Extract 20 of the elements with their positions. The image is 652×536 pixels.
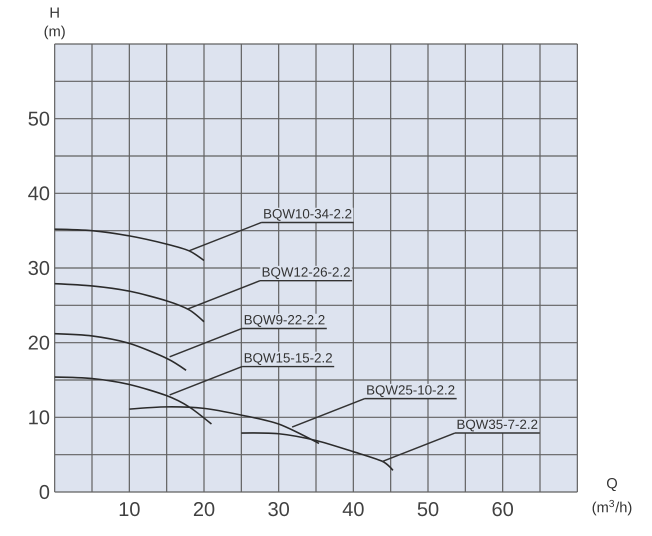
y-tick-label: 40 (28, 186, 50, 200)
annotation: BQW9-22-2.2 (244, 315, 325, 327)
x-tick-label: 40 (342, 502, 364, 516)
x-tick-label: 50 (418, 502, 438, 516)
x-tick-label: 30 (268, 502, 289, 516)
annotation: BQW12-26-2.2 (262, 267, 350, 280)
x-tick-label: 60 (492, 502, 513, 516)
y-tick-label: 0 (40, 484, 50, 500)
y-tick-label: 10 (29, 410, 50, 424)
x-axis-title: Q (m$^{3}$/h) (592, 478, 632, 516)
annotation: BQW15-15-2.2 (244, 353, 332, 365)
x-tick-label: 10 (120, 502, 140, 516)
y-tick-label: 30 (28, 260, 50, 276)
y-tick-label: 50 (28, 112, 50, 126)
y-axis-title: H (m) (44, 8, 65, 40)
y-tick-label: 20 (28, 336, 50, 350)
annotation: BQW25-10-2.2 (367, 385, 454, 398)
annotation: BQW10-34-2.2 (264, 209, 352, 221)
annotation: BQW35-7-2.2 (458, 420, 538, 432)
x-tick-label: 20 (194, 502, 214, 516)
